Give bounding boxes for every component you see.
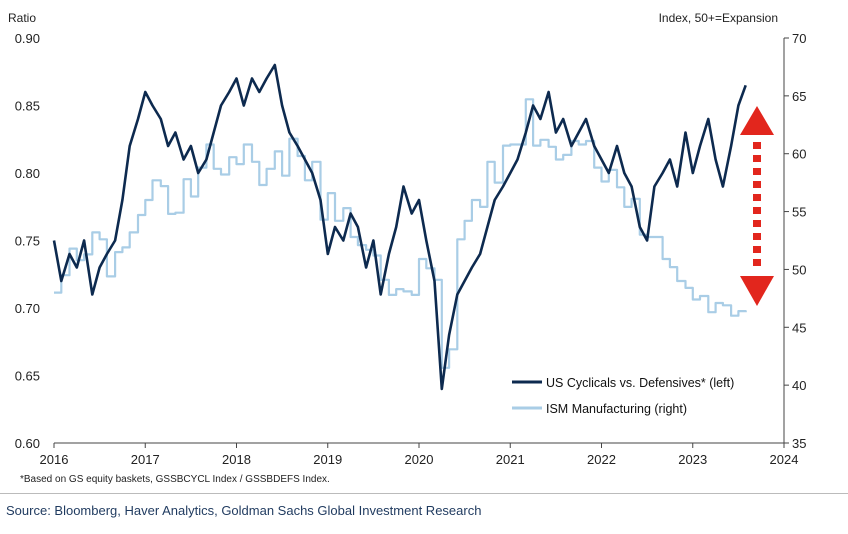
legend-label-ism: ISM Manufacturing (right) xyxy=(546,402,687,416)
y-right-tick-label: 45 xyxy=(792,320,806,335)
y-left-tick-label: 0.80 xyxy=(15,166,40,181)
legend-label-cyclicals: US Cyclicals vs. Defensives* (left) xyxy=(546,376,734,390)
series-line-cyclicals xyxy=(52,63,747,391)
x-tick-label: 2020 xyxy=(405,452,434,467)
chart: Ratio Index, 50+=Expansion 2016 2017 2018 2… xyxy=(8,11,807,467)
x-tick-label: 2023 xyxy=(678,452,707,467)
source-note: Source: Bloomberg, Haver Analytics, Gold… xyxy=(6,503,482,518)
y-right-tick-label: 35 xyxy=(792,436,806,451)
legend: US Cyclicals vs. Defensives* (left) ISM … xyxy=(512,376,734,416)
y-right-tick-label: 50 xyxy=(792,262,806,277)
series-line-ism xyxy=(54,98,747,369)
y-right-tick-label: 60 xyxy=(792,147,806,162)
footnote: *Based on GS equity baskets, GSSBCYCL In… xyxy=(20,474,330,485)
y-right-tick-label: 40 xyxy=(792,378,806,393)
y-right-tick-label: 65 xyxy=(792,89,806,104)
x-tick-label: 2024 xyxy=(770,452,799,467)
x-tick-label: 2019 xyxy=(313,452,342,467)
x-tick-label: 2018 xyxy=(222,452,251,467)
y-left-tick-label: 0.85 xyxy=(15,99,40,114)
y-left-tick-label: 0.90 xyxy=(15,31,40,46)
arrow-head-down xyxy=(740,276,774,306)
divider xyxy=(0,493,848,494)
right-axis-title: Index, 50+=Expansion xyxy=(659,11,778,25)
x-tick-label: 2022 xyxy=(587,452,616,467)
y-left-tick-label: 0.65 xyxy=(15,369,40,384)
x-tick-label: 2021 xyxy=(496,452,525,467)
left-axis-title: Ratio xyxy=(8,11,36,25)
y-right-tick-label: 70 xyxy=(792,31,806,46)
series-layer xyxy=(52,63,747,391)
y-left-tick-label: 0.60 xyxy=(15,436,40,451)
axes: 2016 2017 2018 2019 2020 2021 2022 2023 2024 0.60… xyxy=(15,31,807,467)
arrow-head-up xyxy=(740,106,774,135)
y-right-tick-label: 55 xyxy=(792,205,806,220)
y-left-tick-label: 0.70 xyxy=(15,301,40,316)
dotted-arrow-annotation xyxy=(740,106,774,306)
y-left-tick-label: 0.75 xyxy=(15,234,40,249)
x-tick-label: 2016 xyxy=(40,452,69,467)
x-tick-label: 2017 xyxy=(131,452,160,467)
